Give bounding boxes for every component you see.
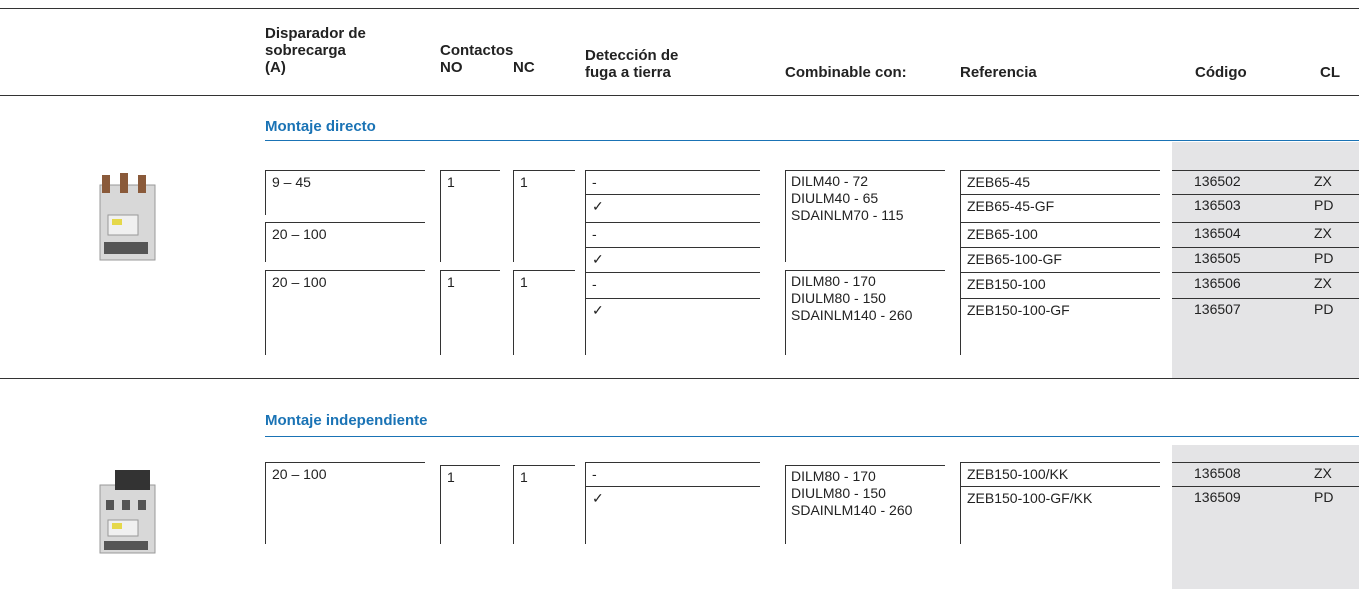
code: 136502 — [1194, 173, 1241, 189]
contact-no: 1 — [440, 270, 500, 355]
header-label: Detección de — [585, 47, 679, 64]
cell — [785, 270, 945, 355]
code-bg — [1172, 170, 1359, 194]
reference: ZEB65-100 — [960, 222, 1160, 247]
code: 136503 — [1194, 197, 1241, 213]
reference: ZEB150-100-GF — [960, 298, 1160, 355]
cl: ZX — [1314, 173, 1332, 189]
code: 136504 — [1194, 225, 1241, 241]
rule — [1172, 194, 1359, 195]
code-bg — [1172, 222, 1359, 247]
reference: ZEB65-100-GF — [960, 247, 1160, 272]
code-bg — [1172, 486, 1359, 544]
header-label: Contactos — [440, 42, 514, 59]
header-label: Código — [1195, 64, 1247, 81]
reference: ZEB150-100/KK — [960, 462, 1160, 486]
combinable-text: SDAINLM140 - 260 — [791, 502, 913, 518]
ground-fault: - — [585, 462, 760, 486]
section-rule — [265, 140, 1359, 141]
code: 136507 — [1194, 301, 1241, 317]
ground-fault: ✓ — [585, 486, 760, 544]
product-image — [99, 470, 156, 554]
rule — [1172, 222, 1359, 223]
header-label: NC — [513, 59, 535, 76]
trip-range: 20 – 100 — [265, 270, 425, 355]
code: 136506 — [1194, 275, 1241, 291]
header-label: Combinable con: — [785, 64, 907, 81]
contact-nc: 1 — [513, 465, 575, 544]
combinable-text: DIULM40 - 65 — [791, 190, 879, 206]
cl: ZX — [1314, 465, 1332, 481]
combinable-text: SDAINLM70 - 115 — [791, 207, 904, 223]
header-label: CL — [1320, 64, 1340, 81]
code-bg — [1172, 272, 1359, 298]
cl: ZX — [1314, 225, 1332, 241]
combinable-text: DIULM80 - 150 — [791, 485, 886, 501]
trip-range: 20 – 100 — [265, 222, 425, 262]
header-label: Disparador de — [265, 25, 366, 42]
header-label: NO — [440, 59, 463, 76]
combinable-text: DIULM80 - 150 — [791, 290, 886, 306]
code-bg — [1172, 462, 1359, 486]
contact-no: 1 — [440, 465, 500, 544]
combinable-text: DILM80 - 170 — [791, 468, 876, 484]
cell — [785, 170, 945, 262]
combinable-text: DILM80 - 170 — [791, 273, 876, 289]
trip-range: 20 – 100 — [265, 462, 425, 544]
code: 136508 — [1194, 465, 1241, 481]
rule — [0, 8, 1359, 9]
ground-fault: - — [585, 222, 760, 247]
header-label: fuga a tierra — [585, 64, 671, 81]
rule — [1172, 462, 1359, 463]
section-rule — [265, 436, 1359, 437]
code: 136505 — [1194, 250, 1241, 266]
header-label: (A) — [265, 59, 286, 76]
contact-no: 1 — [440, 170, 500, 262]
reference: ZEB65-45 — [960, 170, 1160, 194]
cell — [785, 465, 945, 544]
section-title: Montaje directo — [265, 118, 376, 135]
ground-fault: - — [585, 272, 760, 298]
header-label: Referencia — [960, 64, 1037, 81]
contact-nc: 1 — [513, 270, 575, 355]
rule — [1172, 247, 1359, 248]
product-image — [99, 173, 156, 261]
rule — [1172, 272, 1359, 273]
ground-fault: ✓ — [585, 194, 760, 222]
combinable-text: DILM40 - 72 — [791, 173, 869, 189]
code-bg — [1172, 194, 1359, 222]
header-label: sobrecarga — [265, 42, 346, 59]
combinable-text: SDAINLM140 - 260 — [791, 307, 913, 323]
code: 136509 — [1194, 489, 1241, 505]
code-bg — [1172, 247, 1359, 272]
section-title: Montaje independiente — [265, 412, 428, 429]
cl: PD — [1314, 250, 1334, 266]
rule — [1172, 170, 1359, 171]
cl: PD — [1314, 301, 1334, 317]
reference: ZEB150-100-GF/KK — [960, 486, 1160, 544]
rule — [1172, 298, 1359, 299]
cl: PD — [1314, 489, 1334, 505]
cl: ZX — [1314, 275, 1332, 291]
reference: ZEB150-100 — [960, 272, 1160, 298]
contact-nc: 1 — [513, 170, 575, 262]
ground-fault: ✓ — [585, 298, 760, 355]
rule — [0, 378, 1359, 379]
cl: PD — [1314, 197, 1334, 213]
rule — [1172, 486, 1359, 487]
code-bg — [1172, 298, 1359, 355]
reference: ZEB65-45-GF — [960, 194, 1160, 222]
ground-fault: ✓ — [585, 247, 760, 272]
ground-fault: - — [585, 170, 760, 194]
rule — [0, 95, 1359, 96]
trip-range: 9 – 45 — [265, 170, 425, 215]
